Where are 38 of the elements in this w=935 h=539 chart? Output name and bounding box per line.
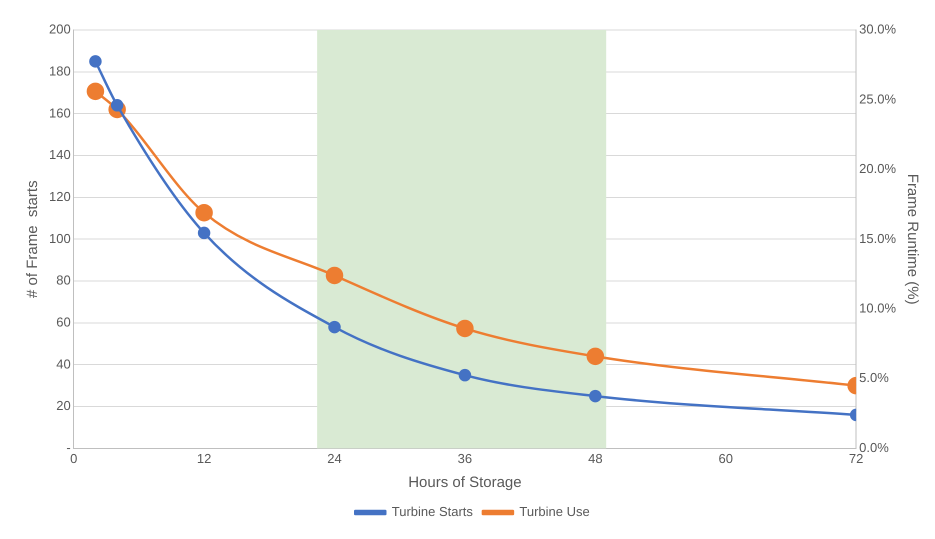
y-tick-label: 20 [56, 398, 71, 414]
y-tick-label: 120 [48, 188, 71, 204]
point [89, 55, 102, 68]
x-tick-label: 36 [458, 450, 472, 466]
x-tick-label: 12 [196, 450, 212, 466]
point [326, 266, 344, 284]
legend-label: Turbine Use [519, 504, 590, 520]
y2-tick-label: 10.0% [859, 300, 896, 316]
y-tick-label: - [66, 440, 71, 455]
point [458, 368, 472, 382]
point [86, 82, 104, 100]
y-tick-label: 40 [56, 356, 71, 372]
point [328, 320, 341, 334]
x-tick-label: 48 [588, 450, 603, 466]
x-tick-label: 60 [718, 450, 733, 466]
x-axis-title: Hours of Storage [408, 474, 522, 492]
y-axis-title: # of Frame starts [24, 180, 42, 298]
y2-tick-label: 30.0% [859, 22, 896, 37]
point [456, 320, 474, 338]
y2-tick-label: 5.0% [859, 370, 890, 386]
y2-tick-label: 15.0% [859, 230, 896, 246]
y-tick-label: 100 [48, 230, 71, 246]
point [198, 226, 210, 240]
y-tick-label: 140 [48, 147, 71, 162]
x-tick-label: 0 [70, 450, 78, 466]
point [586, 348, 604, 366]
y2-tick-label: 25.0% [859, 91, 896, 106]
legend-label: Turbine Starts [392, 504, 474, 520]
y2-axis-title: Frame Runtime (%) [904, 174, 921, 305]
y-tick-label: 160 [48, 105, 71, 120]
point [589, 390, 602, 402]
y-tick-label: 60 [56, 314, 71, 330]
x-tick-label: 24 [327, 450, 342, 466]
y-tick-label: 200 [48, 22, 71, 37]
point [195, 204, 213, 222]
y2-tick-label: 20.0% [859, 161, 896, 176]
y-tick-label: 80 [56, 272, 71, 288]
y-tick-label: 180 [48, 63, 71, 78]
